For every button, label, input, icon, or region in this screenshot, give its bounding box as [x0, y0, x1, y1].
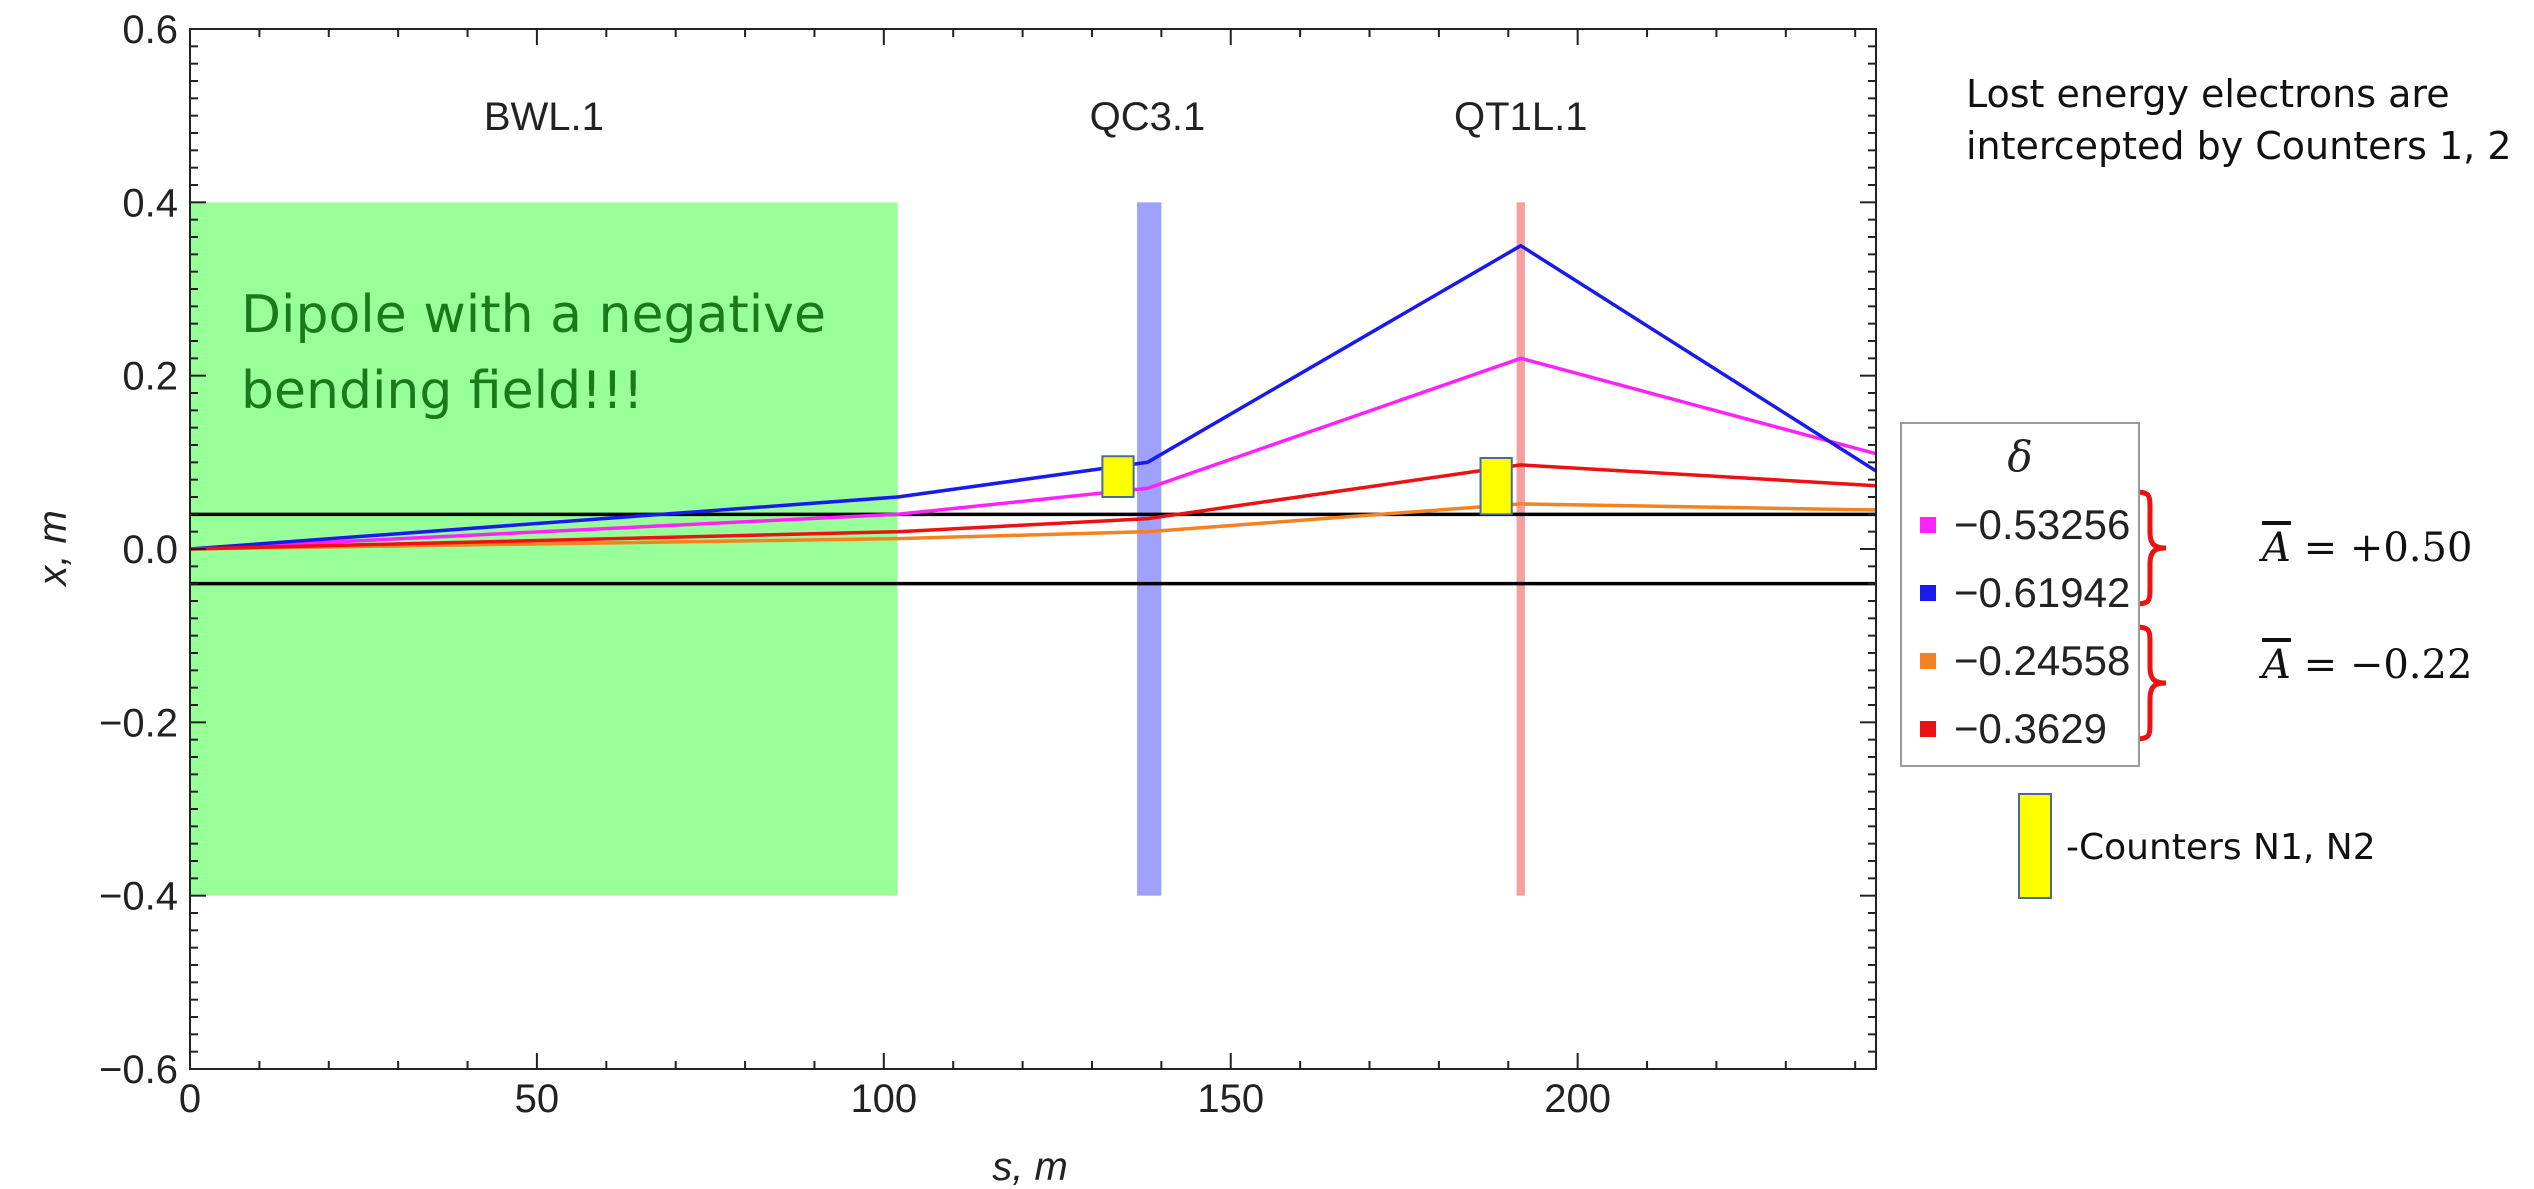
legend-label: −0.61942 — [1954, 569, 2131, 616]
series-line — [189, 463, 1877, 551]
counter-marker — [1479, 457, 1513, 516]
legend-swatch — [1920, 585, 1936, 601]
y-tick-label: −0.4 — [99, 875, 178, 919]
group-label-symbol: A — [2262, 642, 2291, 688]
side-note: Lost energy electrons are intercepted by… — [1966, 68, 2512, 172]
x-axis-label: s, m — [992, 1145, 1068, 1189]
legend-label: −0.53256 — [1954, 501, 2131, 548]
counter-key-swatch — [2018, 793, 2052, 899]
y-tick-label: −0.2 — [99, 701, 178, 745]
legend-title: δ — [2007, 432, 2033, 481]
y-tick-label: −0.6 — [99, 1048, 178, 1092]
element-block — [1516, 202, 1525, 896]
y-tick-label: 0.2 — [122, 355, 178, 399]
series-line — [189, 356, 1877, 551]
group-label-2: A = −0.22 — [2262, 642, 2472, 688]
x-tick-label: 200 — [1544, 1077, 1611, 1121]
legend-swatch — [1920, 517, 1936, 533]
legend-entry: −0.61942 — [1920, 569, 2131, 616]
annotation-line-1: Dipole with a negative — [241, 285, 826, 345]
side-note-line-1: Lost energy electrons are — [1966, 72, 2450, 116]
counter-marker — [1101, 455, 1135, 498]
group-label-1: A = +0.50 — [2262, 525, 2472, 571]
element-label: QT1L.1 — [1454, 95, 1587, 139]
legend-label: −0.3629 — [1954, 705, 2107, 752]
legend-entry: −0.3629 — [1920, 705, 2107, 752]
y-axis-label: x, m — [31, 510, 75, 588]
element-label: BWL.1 — [484, 95, 604, 139]
group-label-symbol: A — [2262, 525, 2291, 571]
element-block — [1137, 202, 1162, 896]
legend-entry: −0.24558 — [1920, 637, 2131, 684]
legend-swatch — [1920, 721, 1936, 737]
y-tick-label: 0.0 — [122, 528, 178, 572]
legend-label: −0.24558 — [1954, 637, 2131, 684]
legend-swatch — [1920, 653, 1936, 669]
series-line — [189, 243, 1877, 551]
counter-key-label: -Counters N1, N2 — [2066, 827, 2376, 868]
series-line — [189, 502, 1877, 551]
y-tick-label: 0.4 — [122, 181, 178, 225]
legend-entry: −0.53256 — [1920, 501, 2131, 548]
side-note-line-2: intercepted by Counters 1, 2 — [1966, 124, 2512, 168]
y-tick-label: 0.6 — [122, 8, 178, 52]
group-label-value: = +0.50 — [2303, 525, 2473, 571]
x-tick-label: 0 — [179, 1077, 201, 1121]
annotation-line-2: bending field!!! — [241, 361, 644, 421]
bracket-group-2 — [2132, 624, 2167, 742]
element-label: QC3.1 — [1090, 95, 1206, 139]
x-tick-label: 50 — [515, 1077, 560, 1121]
group-label-value: = −0.22 — [2303, 642, 2473, 688]
x-tick-label: 150 — [1197, 1077, 1264, 1121]
x-tick-label: 100 — [850, 1077, 917, 1121]
legend: δ −0.53256 −0.61942 −0.24558 −0.3629 — [1900, 422, 2140, 767]
bracket-group-1 — [2132, 489, 2167, 607]
